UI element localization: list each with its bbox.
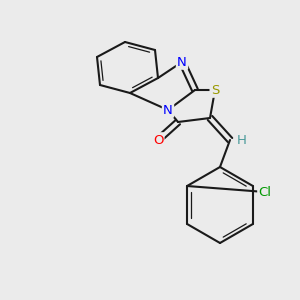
Text: Cl: Cl [259, 185, 272, 199]
Text: H: H [237, 134, 247, 146]
Text: N: N [177, 56, 187, 68]
Text: O: O [153, 134, 163, 146]
Text: S: S [211, 83, 219, 97]
Text: N: N [163, 103, 173, 116]
